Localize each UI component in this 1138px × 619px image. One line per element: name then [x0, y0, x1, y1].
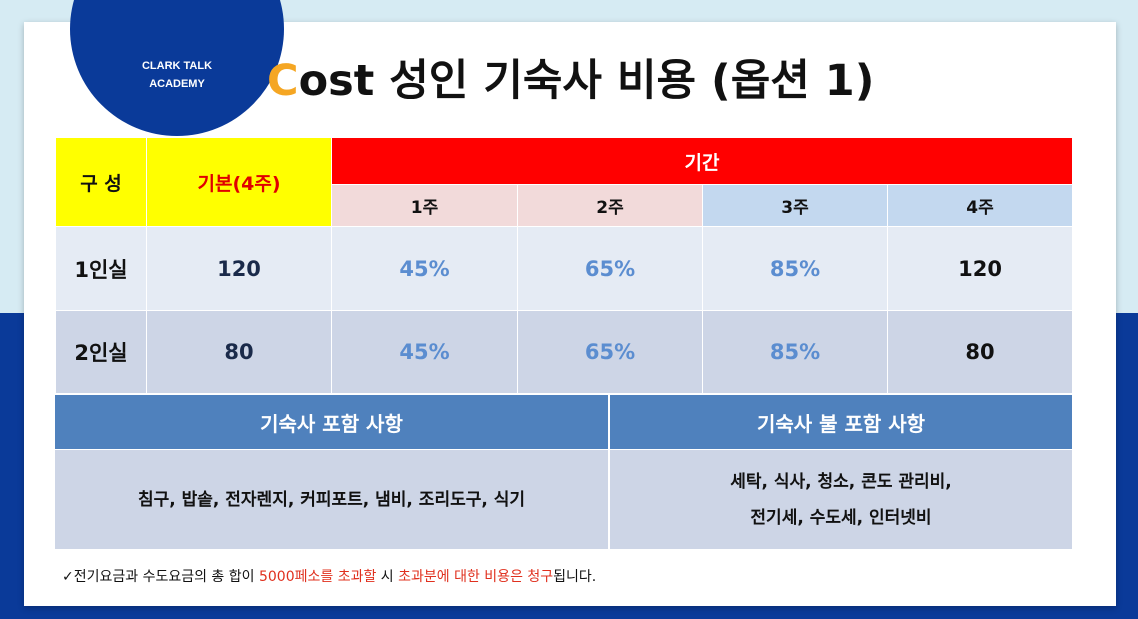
note-text-3: 시 [376, 569, 399, 585]
check-icon: ✓ [62, 569, 74, 585]
included-items: 침구, 밥솥, 전자렌지, 커피포트, 냄비, 조리도구, 식기 [137, 489, 526, 510]
note-text-2: 5000페소를 초과할 [258, 569, 377, 585]
header-week-1: 1주 [331, 184, 518, 227]
logo-text: CLARK TALK ACADEMY [141, 60, 213, 90]
included-header: 기숙사 포함 사항 [55, 395, 608, 449]
row-week-value: 80 [886, 310, 1074, 394]
row-week-value: 120 [886, 226, 1074, 311]
row-week-value: 85% [702, 226, 888, 311]
table-week-row: 1주 2주 3주 4주 [56, 184, 1074, 227]
row-week-value: 45% [331, 226, 518, 311]
included-body: 침구, 밥솥, 전자렌지, 커피포트, 냄비, 조리도구, 식기 [55, 450, 608, 549]
excluded-items-line1: 세탁, 식사, 청소, 콘도 관리비, [730, 471, 952, 492]
cost-table: 구 성 기본(4주) 기간 1주 2주 3주 4주 1인실 120 45% 65… [55, 137, 1074, 394]
academy-logo: CLARK TALK ACADEMY [70, 0, 284, 136]
header-week-3: 3주 [702, 184, 888, 227]
excluded-items-line2: 전기세, 수도세, 인터넷비 [750, 507, 932, 528]
row-week-value: 45% [331, 310, 518, 394]
title-first-letter: C [267, 56, 299, 106]
row-base-price: 120 [146, 226, 332, 311]
excluded-header: 기숙사 불 포함 사항 [610, 395, 1072, 449]
row-week-value: 85% [702, 310, 888, 394]
table-row: 1인실 120 45% 65% 85% 120 [55, 226, 1074, 311]
table-header-row: 구 성 기본(4주) 기간 [55, 137, 1074, 227]
header-composition: 구 성 [55, 137, 147, 227]
excluded-body: 세탁, 식사, 청소, 콘도 관리비, 전기세, 수도세, 인터넷비 [610, 450, 1072, 549]
row-label: 1인실 [55, 226, 147, 311]
note-text-1: 전기요금과 수도요금의 총 합이 [73, 569, 259, 585]
header-period: 기간 [330, 137, 1074, 185]
row-label: 2인실 [55, 310, 147, 394]
row-base-price: 80 [146, 310, 332, 394]
note-text-5: 됩니다. [553, 569, 597, 585]
note-text-4: 초과분에 대한 비용은 청구 [398, 569, 554, 585]
title-rest: ost 성인 기숙사 비용 (옵션 1) [298, 56, 875, 106]
header-week-2: 2주 [517, 184, 703, 227]
header-base: 기본(4주) [146, 137, 332, 227]
footnote: ✓전기요금과 수도요금의 총 합이 5000페소를 초과할 시 초과분에 대한 … [62, 566, 596, 586]
table-row: 2인실 80 45% 65% 85% 80 [55, 310, 1074, 394]
row-week-value: 65% [517, 310, 703, 394]
row-week-value: 65% [517, 226, 703, 311]
header-week-4: 4주 [886, 184, 1074, 227]
page-title: Cost 성인 기숙사 비용 (옵션 1) [267, 46, 874, 106]
